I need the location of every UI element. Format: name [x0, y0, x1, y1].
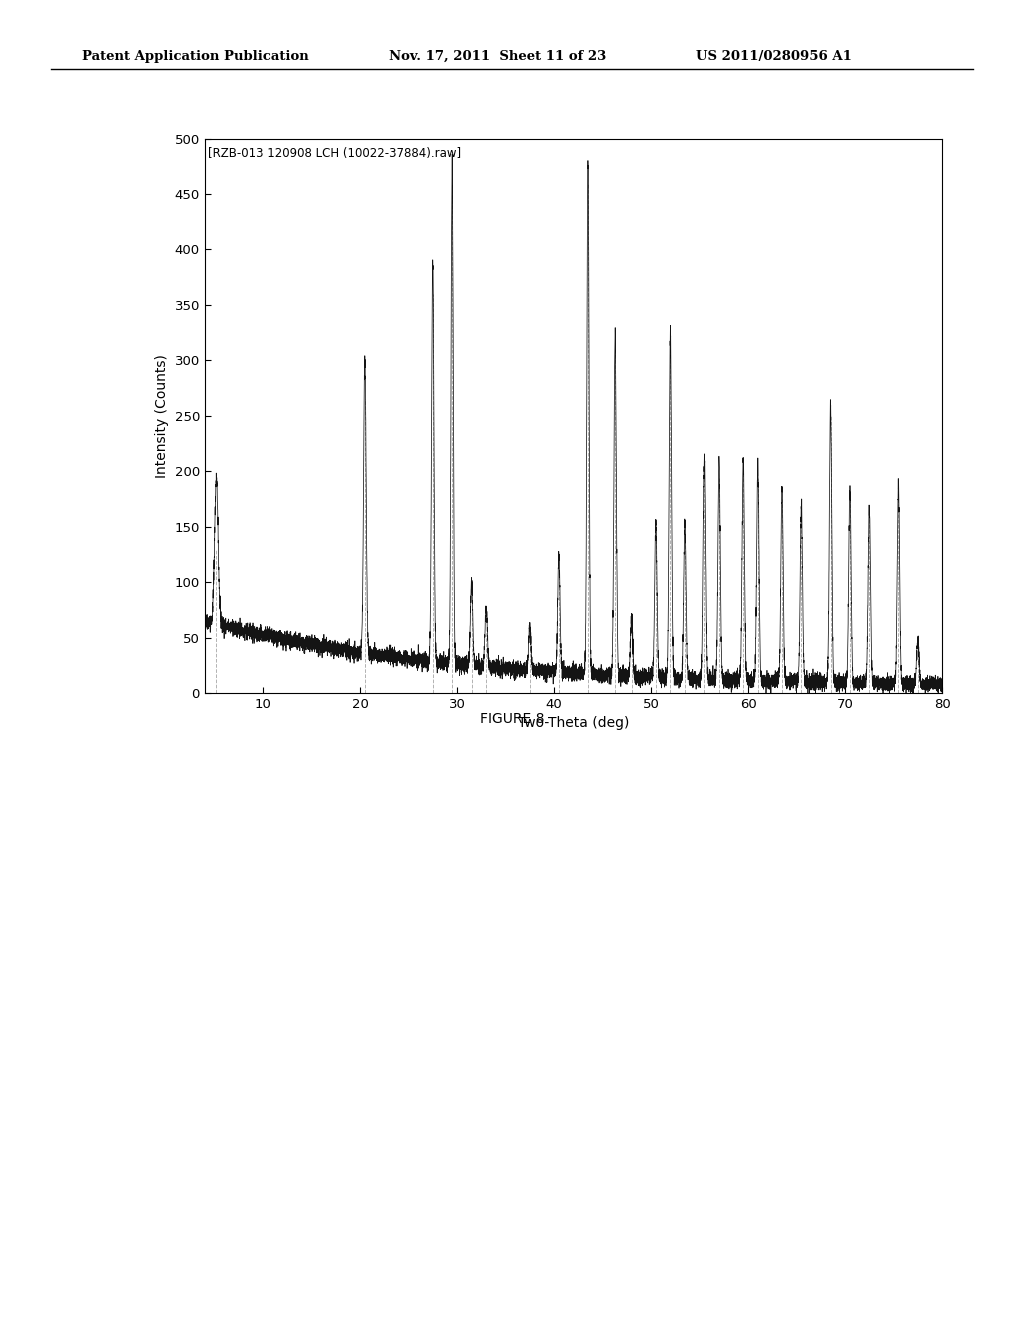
Text: FIGURE 8: FIGURE 8 — [480, 713, 544, 726]
Y-axis label: Intensity (Counts): Intensity (Counts) — [155, 354, 169, 478]
Text: [RZB-013 120908 LCH (10022-37884).raw]: [RZB-013 120908 LCH (10022-37884).raw] — [209, 147, 462, 160]
Text: Patent Application Publication: Patent Application Publication — [82, 50, 308, 63]
X-axis label: Two-Theta (deg): Two-Theta (deg) — [518, 717, 629, 730]
Text: US 2011/0280956 A1: US 2011/0280956 A1 — [696, 50, 852, 63]
Text: Nov. 17, 2011  Sheet 11 of 23: Nov. 17, 2011 Sheet 11 of 23 — [389, 50, 606, 63]
